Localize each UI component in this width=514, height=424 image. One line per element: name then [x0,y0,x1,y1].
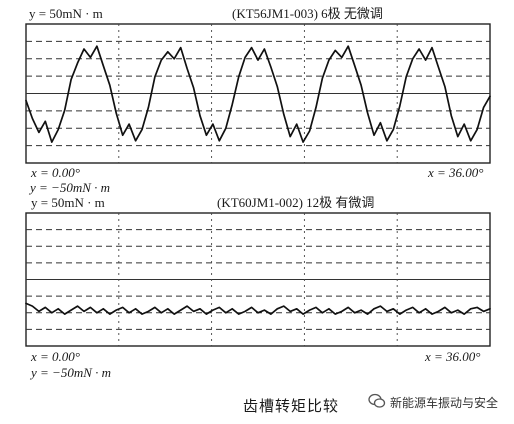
wechat-logo-icon [368,393,386,408]
chart-top-y-top-label: y = 50mN · m [29,6,103,21]
chart-top-x-start-label: x = 0.00° [31,165,80,180]
torque-series-line [25,45,491,143]
figure-caption: 齿槽转矩比较 [243,397,340,415]
chart-top [25,23,491,164]
watermark-text: 新能源车振动与安全 [390,396,499,410]
chart-bottom-title: (KT60JM1-002) 12极 有微调 [217,195,375,210]
chart-top-x-end-label: x = 36.00° [428,165,484,180]
chart-top-y-bottom-label: y = −50mN · m [30,180,111,195]
chart-bottom-x-start-label: x = 0.00° [31,349,80,364]
chart-bottom [25,212,491,347]
torque-series-line [25,302,491,315]
chart-bottom-x-end-label: x = 36.00° [425,349,481,364]
chart-top-title: (KT56JM1-003) 6极 无微调 [232,6,383,21]
chart-bottom-y-bottom-label: y = −50mN · m [31,365,112,380]
chart-bottom-y-top-label: y = 50mN · m [31,195,105,210]
